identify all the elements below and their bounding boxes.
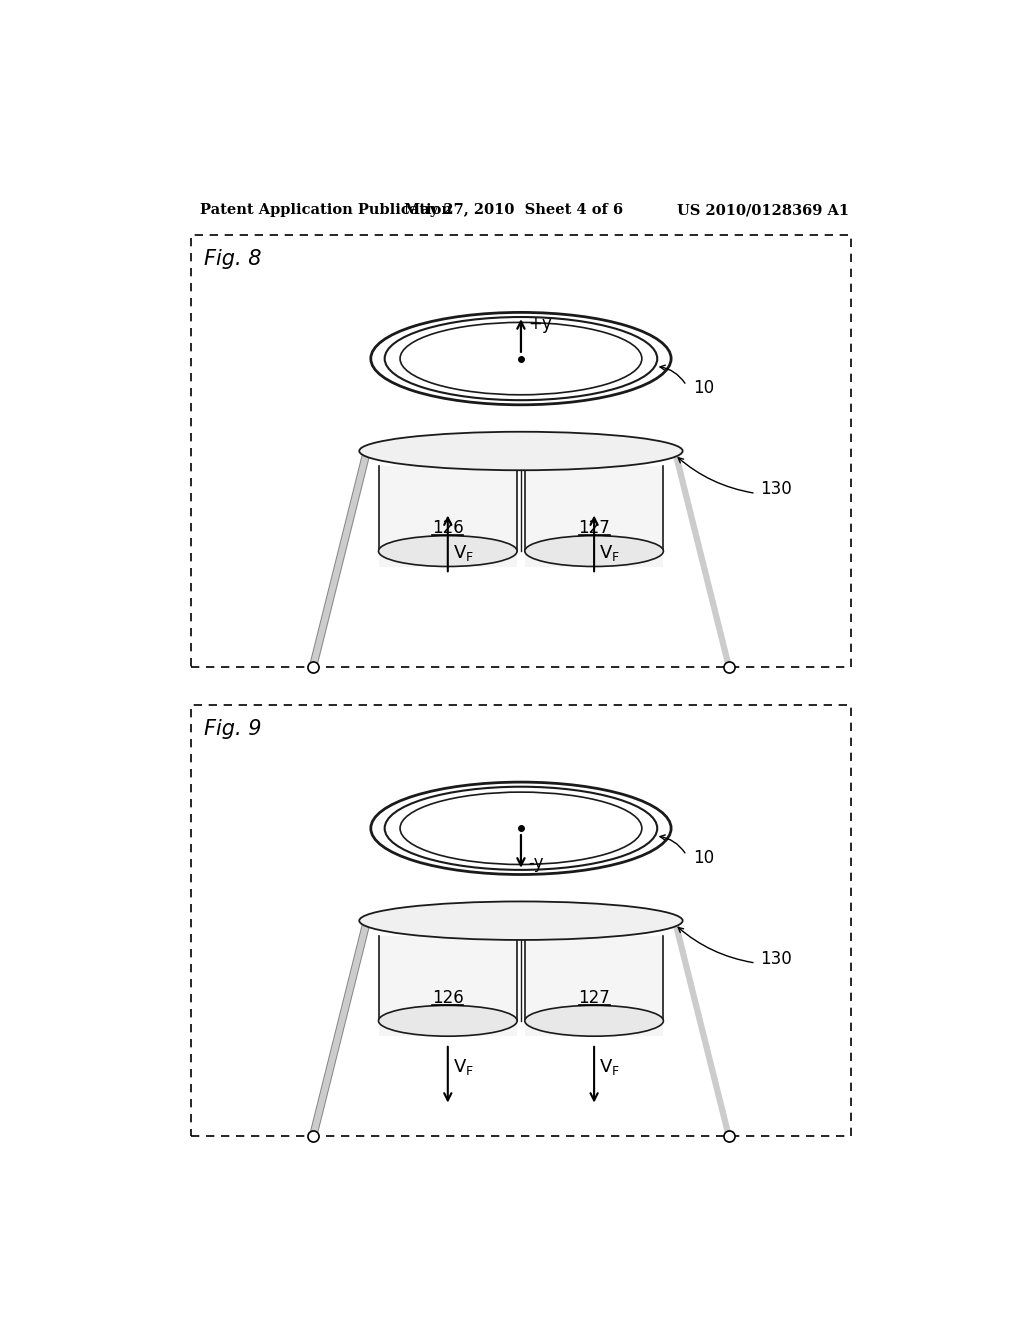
Text: V: V: [454, 1059, 466, 1076]
Text: V: V: [454, 544, 466, 561]
Text: 127: 127: [579, 989, 610, 1007]
Ellipse shape: [525, 1006, 664, 1036]
Text: May 27, 2010  Sheet 4 of 6: May 27, 2010 Sheet 4 of 6: [403, 203, 623, 216]
Text: 126: 126: [432, 519, 464, 537]
Ellipse shape: [525, 536, 664, 566]
Bar: [524, 466, 664, 566]
Bar: [190, 235, 851, 667]
Text: V: V: [600, 544, 612, 561]
Bar: [524, 936, 664, 1036]
Text: F: F: [611, 550, 618, 564]
Text: 10: 10: [692, 379, 714, 397]
Text: 126: 126: [432, 989, 464, 1007]
Text: F: F: [466, 1065, 473, 1078]
Ellipse shape: [379, 1006, 517, 1036]
Bar: [190, 705, 851, 1137]
Text: US 2010/0128369 A1: US 2010/0128369 A1: [677, 203, 849, 216]
Text: 127: 127: [579, 519, 610, 537]
Ellipse shape: [359, 902, 683, 940]
Text: 130: 130: [760, 480, 792, 499]
Text: Fig. 9: Fig. 9: [205, 719, 262, 739]
Text: V: V: [600, 1059, 612, 1076]
Bar: [379, 466, 517, 566]
Text: 10: 10: [692, 849, 714, 866]
Text: F: F: [466, 550, 473, 564]
Text: Patent Application Publication: Patent Application Publication: [200, 203, 452, 216]
Bar: [379, 936, 517, 1036]
Ellipse shape: [379, 536, 517, 566]
Text: F: F: [611, 1065, 618, 1078]
Text: -y: -y: [528, 854, 544, 873]
Text: +y: +y: [528, 315, 552, 333]
Text: 130: 130: [760, 950, 792, 968]
Ellipse shape: [359, 432, 683, 470]
Text: Fig. 8: Fig. 8: [205, 249, 262, 269]
